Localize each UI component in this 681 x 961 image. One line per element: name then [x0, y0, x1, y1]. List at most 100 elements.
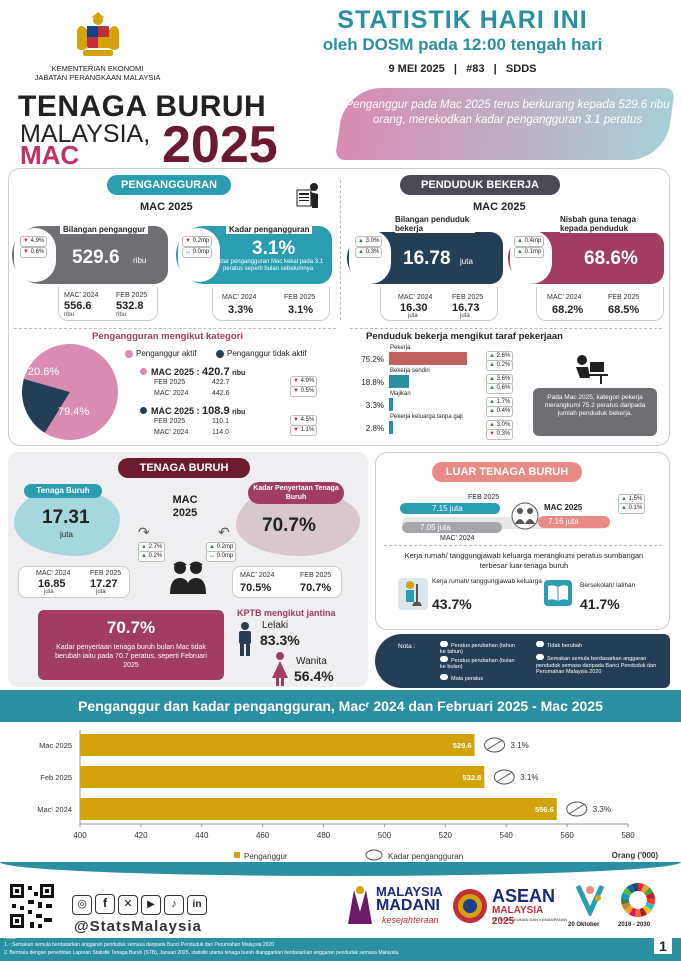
- prev-unit: ribu: [64, 312, 75, 318]
- lf-period: MAC 2025: [172, 494, 198, 519]
- lf-chg2: ▲ 0.2%: [138, 551, 166, 562]
- emp-ratio-label: Nisbah guna tenaga kepada penduduk: [560, 215, 660, 233]
- prev-value: 70.5%: [240, 582, 272, 594]
- section-employment: PENDUDUK BEKERJA: [400, 175, 560, 195]
- sdg-segment: [646, 892, 655, 900]
- prev-label: MAC' 2024: [547, 294, 582, 301]
- note-revision: Semakan semula berdasarkan anggaran pend…: [536, 654, 657, 675]
- hero-year: 2025: [162, 116, 278, 174]
- sdg-segment: [622, 887, 632, 896]
- unemp-period: MAC 2025: [140, 201, 193, 213]
- category-label: Macʳ 2024: [37, 805, 72, 814]
- panel-unemployment-employment: [8, 168, 670, 446]
- status-chg-mom: ▲ 0.2%: [486, 360, 514, 371]
- x-tick-label: 480: [317, 831, 331, 840]
- newspaper-icon: [292, 180, 322, 210]
- olf-mac-label: MAC 2025: [544, 503, 583, 512]
- sdg-segment: [645, 902, 655, 911]
- olf-home-label: Kerja rumah/ tanggungjawab keluarga: [432, 578, 542, 585]
- sdg-logo: 2016 - 2030: [614, 882, 660, 936]
- sdg-segment: [631, 883, 638, 892]
- emp-ratio-chg-yoy: ▲ 0.4mp: [514, 236, 545, 247]
- sdg-segment: [626, 884, 635, 894]
- notes-box: [375, 634, 670, 688]
- active-feb-value: 422.7: [212, 379, 230, 386]
- status-pct: 75.2%: [361, 355, 384, 364]
- active-mac: MAC 2025 : 420.7 ribu: [151, 366, 246, 378]
- linkedin-icon[interactable]: in: [187, 895, 207, 915]
- emp-count-value: 16.78: [403, 248, 451, 269]
- prev-label: FEB 2025: [300, 572, 332, 579]
- sdg-segment: [638, 883, 645, 892]
- unemp-rate-note: Kadar pengangguran Mac kekal pada 3.1 pe…: [212, 259, 324, 272]
- olf-mac24-label: MAC' 2024: [440, 535, 475, 542]
- inactive-feb-label: FEB 2025: [154, 418, 186, 425]
- status-chg-mom: ▼ 0.3%: [486, 429, 514, 440]
- emp-ratio-prev: [536, 287, 664, 321]
- x-icon[interactable]: ✕: [118, 895, 138, 915]
- section-outside-lf: LUAR TENAGA BURUH: [432, 462, 582, 482]
- legend-active: Penganggur aktif: [136, 349, 197, 358]
- bar: [80, 766, 485, 788]
- qr-code-icon[interactable]: [8, 882, 56, 930]
- headline-text: Penganggur pada Mac 2025 terus berkurang…: [345, 99, 670, 126]
- lfpr-note-box: [38, 610, 224, 680]
- x-tick-label: 580: [621, 831, 635, 840]
- emp-count-chg-mom: ▲ 0.3%: [355, 247, 383, 258]
- x-tick-label: 400: [73, 831, 87, 840]
- emp-count-label: Bilangan penduduk bekerja: [395, 215, 475, 233]
- book-icon: [544, 580, 572, 606]
- status-label: Pekerja keluarga tanpa gaji: [390, 414, 463, 420]
- lfpr-label: Kadar Penyertaan Tenaga Buruh: [248, 482, 344, 504]
- unemp-category-title: Pengangguran mengikut kategori: [92, 331, 243, 342]
- section-labour-force: TENAGA BURUH: [118, 458, 250, 478]
- section-unemployment: PENGANGGURAN: [107, 175, 231, 195]
- unemp-count-unit: ribu: [133, 256, 147, 265]
- olf-mac24-value: 7.05 juta: [420, 523, 451, 532]
- female-label: Wanita: [296, 656, 327, 667]
- prev-label: MAC' 2024: [240, 572, 275, 579]
- youtube-icon[interactable]: ▶: [141, 895, 161, 915]
- status-label: Bekerja sendiri: [390, 368, 430, 374]
- legend-dot: [216, 350, 224, 358]
- category-label: Feb 2025: [40, 773, 72, 782]
- olf-feb-bar: [400, 503, 500, 514]
- instagram-icon[interactable]: ◎: [72, 895, 92, 915]
- category-label: Mac 2025: [39, 741, 72, 750]
- footer-note-2: 2. Bermula dengan penerbitan Laporan Sta…: [4, 950, 400, 956]
- rate-label: 3.3%: [593, 805, 611, 814]
- x-tick-label: 500: [378, 831, 392, 840]
- tiktok-icon[interactable]: ♪: [164, 895, 184, 915]
- sdg-segment: [629, 907, 637, 917]
- legend-rate-label: Kadar pengangguran: [388, 852, 463, 861]
- lfpr-note-value: 70.7%: [106, 618, 156, 637]
- emp-count-unit: juta: [460, 257, 473, 266]
- note-mp: Mata peratus: [440, 674, 520, 682]
- prev-value: 70.7%: [300, 582, 332, 594]
- prev-value: 17.27: [90, 578, 118, 590]
- hero-month: MAC: [20, 140, 80, 170]
- prev-label: FEB 2025: [90, 570, 122, 577]
- olf-home-value: 43.7%: [432, 596, 472, 612]
- prev-value: 16.85: [38, 578, 66, 590]
- unemp-rate-label: Kadar pengangguran: [226, 225, 313, 234]
- olf-mac-value: 7.16 juta: [548, 517, 579, 526]
- sdg-segment: [646, 898, 655, 905]
- prev-value: 3.1%: [288, 304, 314, 316]
- social-handle[interactable]: @StatsMalaysia: [74, 918, 202, 935]
- lfpr-chg2: ↔ 0.0mp: [206, 551, 237, 562]
- inactive-mac24-label: MAC' 2024: [154, 429, 189, 436]
- unemp-count-prev: [58, 287, 158, 321]
- prev-value: 3.3%: [228, 304, 254, 316]
- olf-edu-label: Bersekolah/ latihan: [580, 582, 636, 589]
- lf-unit: juta: [60, 530, 73, 539]
- bar-value-label: 556.6: [535, 805, 554, 814]
- ministry-block: KEMENTERIAN EKONOMI JABATAN PERANGKAAN M…: [10, 8, 185, 82]
- status-bar: [389, 398, 393, 411]
- emp-count-prev: [380, 287, 498, 321]
- x-tick-label: 540: [500, 831, 514, 840]
- note-unchanged: Tidak berubah: [536, 641, 582, 649]
- facebook-icon[interactable]: f: [95, 894, 115, 914]
- department-name: JABATAN PERANGKAAN MALAYSIA: [34, 73, 161, 82]
- gender-title: KPTB mengikut jantina: [237, 608, 336, 618]
